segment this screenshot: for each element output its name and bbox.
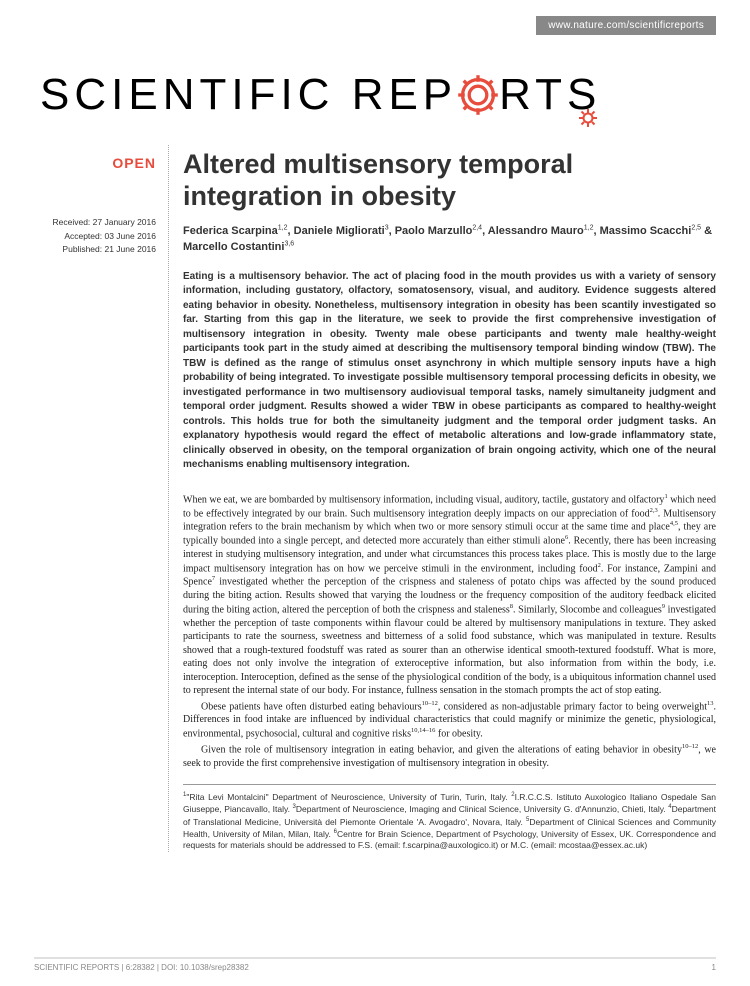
body-paragraph-1: When we eat, we are bombarded by multise… [183,493,716,698]
journal-logo: SCIENTIFIC REP RTS [40,70,601,120]
article-content: OPEN Received: 27 January 2016 Accepted:… [34,145,716,852]
gear-icon [456,73,500,117]
body-paragraph-3: Given the role of multisensory integrati… [183,743,716,770]
citation: SCIENTIFIC REPORTS | 6:28382 | DOI: 10.1… [34,963,249,972]
body-text: When we eat, we are bombarded by multise… [183,493,716,770]
abstract: Eating is a multisensory behavior. The a… [183,270,716,473]
page-footer: SCIENTIFIC REPORTS | 6:28382 | DOI: 10.1… [34,957,716,972]
received-date: Received: 27 January 2016 [34,216,156,230]
open-access-badge: OPEN [34,155,156,171]
right-column: Altered multisensory temporal integratio… [169,145,716,852]
accepted-date: Accepted: 03 June 2016 [34,230,156,244]
small-gear-icon [578,108,598,128]
publication-dates: Received: 27 January 2016 Accepted: 03 J… [34,216,156,257]
journal-url: www.nature.com/scientificreports [536,16,716,35]
affiliations: 1"Rita Levi Montalcini" Department of Ne… [183,784,716,852]
body-paragraph-2: Obese patients have often disturbed eati… [183,700,716,741]
page-number: 1 [712,963,716,972]
published-date: Published: 21 June 2016 [34,243,156,257]
journal-name-part1: SCIENTIFIC [40,70,334,120]
left-column: OPEN Received: 27 January 2016 Accepted:… [34,145,169,852]
author-list: Federica Scarpina1,2, Daniele Migliorati… [183,223,716,256]
article-title: Altered multisensory temporal integratio… [183,148,716,213]
journal-name-part2: REP [352,70,457,120]
